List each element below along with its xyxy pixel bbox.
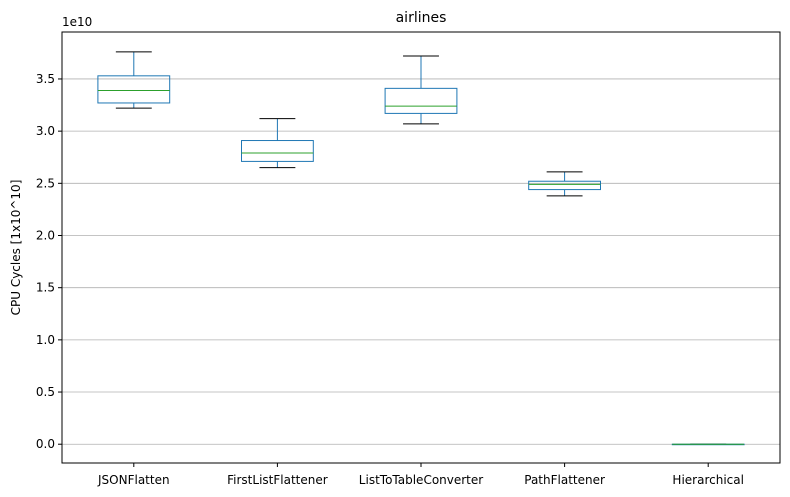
x-tick-label: FirstListFlattener [227, 473, 328, 487]
y-axis-label: CPU Cycles [1x10^10] [9, 180, 23, 316]
x-tick-label: PathFlattener [524, 473, 605, 487]
y-tick-label: 2.5 [36, 176, 55, 190]
y-tick-label: 1.0 [36, 333, 55, 347]
box-JSONFlatten [97, 51, 171, 109]
y-axis-offset-label: 1e10 [62, 15, 92, 29]
y-tick-label: 3.5 [36, 72, 55, 86]
box-iqr [241, 140, 314, 162]
box-iqr [384, 87, 458, 114]
y-tick-label: 3.0 [36, 124, 55, 138]
y-tick-label: 0.0 [36, 437, 55, 451]
x-axis-ticks: JSONFlatten FirstListFlattener ListToTable… [97, 463, 744, 487]
box-iqr [528, 180, 602, 191]
boxes [97, 51, 745, 446]
box-PathFlattener [528, 171, 602, 197]
x-tick-label: JSONFlatten [97, 473, 170, 487]
chart-title: airlines [396, 10, 447, 26]
y-tick-label: 0.5 [36, 385, 55, 399]
box-Hierarchical [671, 443, 745, 446]
x-tick-label: Hierarchical [672, 473, 744, 487]
x-tick-label: ListToTableConverter [359, 473, 483, 487]
y-tick-label: 2.0 [36, 228, 55, 242]
y-tick-label: 1.5 [36, 281, 55, 295]
y-axis-ticks: 0.0 0.5 1.0 1.5 2.0 2.5 3.0 3.5 [36, 72, 62, 451]
box-iqr [97, 75, 171, 104]
box-ListToTableConverter [384, 55, 458, 125]
box-FirstListFlattener [241, 118, 314, 169]
grid-lines [62, 78, 780, 445]
